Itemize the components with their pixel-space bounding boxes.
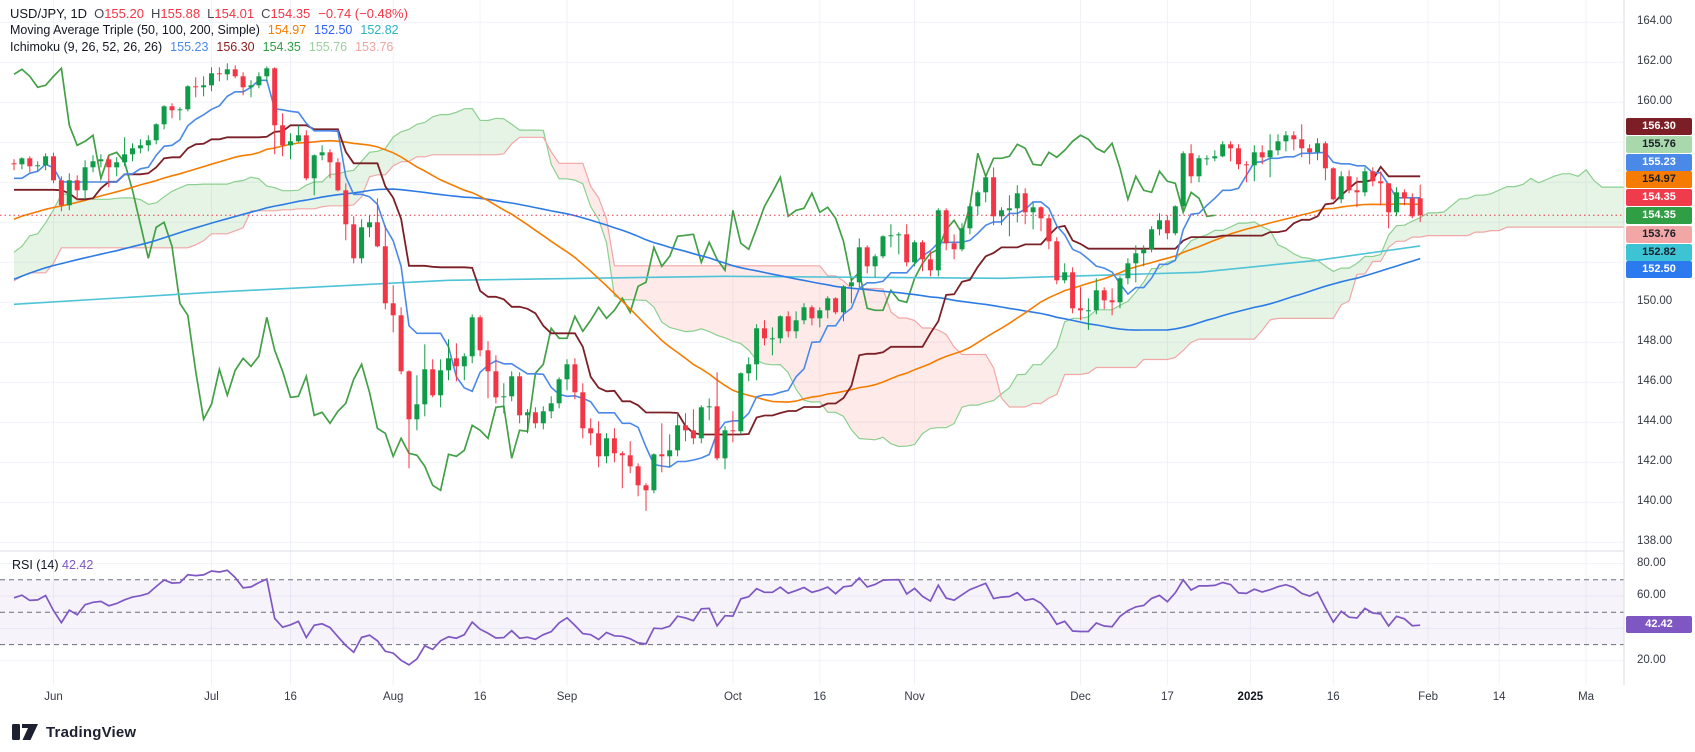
price-tick: 146.00 [1637,375,1673,388]
price-label-badge: 155.76 [1626,135,1692,153]
rsi-legend[interactable]: RSI (14) 42.42 [12,558,93,572]
price-label-badge: 152.50 [1626,260,1692,278]
ichimoku-value: 155.76 [308,40,348,54]
rsi-tick: 60.00 [1637,589,1666,601]
ma-values: 154.97 152.50 152.82 [260,23,399,37]
price-tick: 144.00 [1637,415,1673,428]
ma-triple-title: Moving Average Triple (50, 100, 200, Sim… [10,23,260,37]
time-tick: 2025 [1237,691,1264,703]
price-label-badge: 42.42 [1626,615,1692,633]
symbol-row: USD/JPY, 1D O155.20 H155.88 L154.01 C154.35−… [10,5,408,22]
ichimoku-value: 153.76 [355,40,394,54]
ohlc-label: C [261,6,271,21]
price-tick: 138.00 [1637,535,1673,548]
price-axis[interactable]: 164.00 162.00 160.00 150.00 148.00 146.00 144.… [1625,0,1695,712]
ohlc-value: 154.35 [270,6,311,21]
price-label-badge: 152.82 [1626,243,1692,261]
price-label-badge: 155.23 [1626,153,1692,171]
ichimoku-value: 154.35 [262,40,301,54]
ohlc-label: O [94,6,105,21]
price-label-badge: 156.30 [1626,117,1692,135]
ichimoku-value: 156.30 [216,40,255,54]
time-tick: Jul [204,691,219,703]
ohlc-label: H [150,6,161,21]
ohlc-label: L [207,6,215,21]
price-label-badge: 153.76 [1626,225,1692,243]
tradingview-logo-icon[interactable] [12,722,39,743]
ohlc-value: 155.20 [104,6,144,21]
price-tick: 164.00 [1637,15,1673,28]
time-axis[interactable]: Jun Jul 16 Aug 16 Sep Oct 16 Nov Dec 17 2025 16 Feb 14… [0,685,1695,712]
rsi-tick: 80.00 [1637,556,1666,569]
time-tick: 16 [813,691,827,703]
price-tick: 160.00 [1637,95,1673,108]
price-label-badge: 154.35 [1626,188,1692,206]
price-tick: 162.00 [1637,55,1673,68]
time-tick: Sep [556,691,578,703]
price-tick: 148.00 [1637,335,1673,348]
ohlc-value: 154.01 [214,6,255,21]
ma-value: 154.97 [267,23,307,37]
time-tick: Nov [904,691,925,703]
price-tick: 150.00 [1637,295,1673,308]
main-legend[interactable]: USD/JPY, 1D O155.20 H155.88 L154.01 C154.35−… [10,5,408,56]
rsi-tick: 20.00 [1637,653,1666,666]
time-tick: 16 [284,691,297,703]
time-tick: 16 [473,691,487,703]
rsi-value: 42.42 [62,558,94,572]
time-tick: Ma [1578,691,1595,703]
time-tick: 17 [1160,691,1174,703]
time-tick: 16 [1326,691,1340,703]
time-tick: Oct [723,691,742,703]
symbol-title: USD/JPY, 1D [10,6,88,21]
ohlc-values: O155.20 H155.88 L154.01 C154.35 [87,6,310,21]
rsi-title: RSI (14) [12,558,59,572]
time-tick: Feb [1418,691,1438,703]
time-tick: 14 [1492,691,1506,703]
ichimoku-values: 155.23 156.30 154.35 155.76 153.76 [162,40,393,54]
ma-value: 152.50 [314,23,353,37]
ichimoku-row: Ichimoku (9, 26, 52, 26, 26) 155.23 156.30… [10,39,408,56]
change-value: −0.74 (−0.48%) [318,6,408,21]
price-label-badge: 154.97 [1626,170,1692,188]
ma-value: 152.82 [360,23,399,37]
ichimoku-title: Ichimoku (9, 26, 52, 26, 26) [10,40,163,54]
ohlc-value: 155.88 [160,6,201,21]
price-label-badge: 154.35 [1626,206,1692,224]
time-tick: Dec [1070,691,1091,703]
price-tick: 142.00 [1637,455,1673,468]
ma-triple-row: Moving Average Triple (50, 100, 200, Sim… [10,22,408,39]
time-tick: Jun [44,691,63,703]
ichimoku-value: 155.23 [170,40,209,54]
footer-bar: TradingView [0,712,1695,752]
time-tick: Aug [382,691,404,703]
brand-name[interactable]: TradingView [46,723,137,741]
price-tick: 140.00 [1637,495,1673,508]
